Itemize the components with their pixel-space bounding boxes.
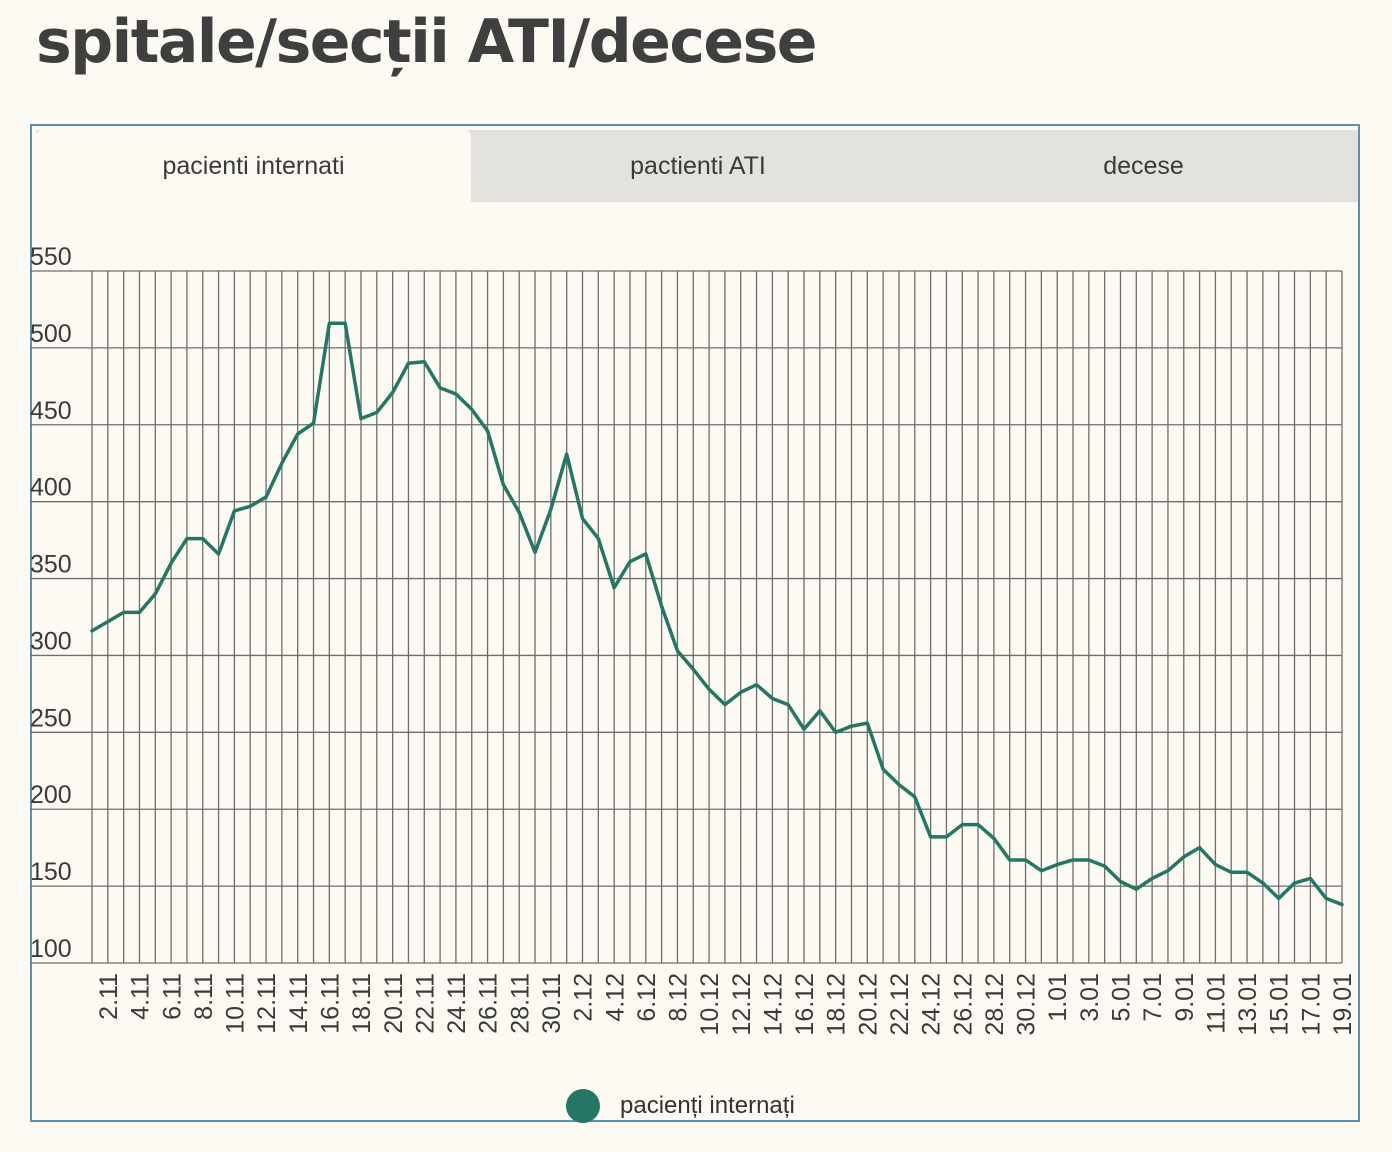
legend-marker bbox=[566, 1089, 600, 1123]
x-tick-label: 7.01 bbox=[1139, 973, 1167, 1022]
tab-pacienti-internati[interactable]: pacienti internati bbox=[36, 130, 471, 202]
y-tick-label: 400 bbox=[30, 474, 72, 502]
x-tick-label: 16.12 bbox=[791, 973, 819, 1036]
chart-legend[interactable]: pacienți internați bbox=[566, 1089, 795, 1123]
x-tick-label: 6.12 bbox=[633, 973, 661, 1022]
x-tick-label: 2.12 bbox=[570, 973, 598, 1022]
x-tick-label: 10.11 bbox=[222, 973, 250, 1034]
y-tick-label: 250 bbox=[30, 704, 72, 732]
x-tick-label: 18.12 bbox=[823, 973, 851, 1036]
x-tick-label: 11.01 bbox=[1202, 973, 1230, 1034]
x-tick-label: 17.01 bbox=[1297, 973, 1325, 1036]
y-tick-label: 500 bbox=[30, 320, 72, 348]
x-tick-label: 13.01 bbox=[1234, 973, 1262, 1036]
x-tick-label: 1.01 bbox=[1044, 973, 1072, 1022]
x-tick-label: 28.12 bbox=[981, 973, 1009, 1036]
tab-label: pactienti ATI bbox=[630, 151, 766, 180]
x-tick-label: 30.11 bbox=[538, 973, 566, 1034]
x-tick-label: 12.12 bbox=[728, 973, 756, 1036]
y-tick-label: 550 bbox=[30, 243, 72, 271]
x-tick-label: 12.11 bbox=[253, 973, 281, 1034]
x-tick-label: 4.12 bbox=[601, 973, 629, 1022]
y-tick-label: 450 bbox=[30, 397, 72, 425]
series-line-pacienti-internati bbox=[90, 321, 1344, 907]
tab-label: decese bbox=[1103, 151, 1184, 180]
x-tick-label: 20.11 bbox=[380, 973, 408, 1034]
chart-panel: pacienti internati pactienti ATI decese bbox=[30, 124, 1360, 1122]
x-tick-label: 8.11 bbox=[190, 973, 218, 1020]
y-tick-label: 100 bbox=[30, 935, 72, 963]
x-tick-label: 9.01 bbox=[1171, 973, 1199, 1022]
legend-label: pacienți internați bbox=[620, 1092, 795, 1119]
y-tick-label: 200 bbox=[30, 781, 72, 809]
x-tick-label: 26.11 bbox=[475, 973, 503, 1034]
x-tick-label: 4.11 bbox=[127, 973, 155, 1020]
x-tick-label: 30.12 bbox=[1013, 973, 1041, 1036]
x-tick-label: 3.01 bbox=[1076, 973, 1104, 1022]
x-tick-label: 6.11 bbox=[158, 973, 186, 1020]
x-tick-label: 14.11 bbox=[285, 973, 313, 1034]
tab-bar: pacienti internati pactienti ATI decese bbox=[36, 130, 1358, 202]
x-tick-label: 2.11 bbox=[95, 973, 123, 1020]
page-title: spitale/secții ATI/decese bbox=[36, 7, 818, 77]
tab-decese[interactable]: decese bbox=[925, 130, 1362, 202]
x-tick-label: 22.11 bbox=[411, 973, 439, 1034]
x-tick-label: 24.11 bbox=[443, 973, 471, 1034]
x-tick-label: 18.11 bbox=[348, 973, 376, 1034]
x-tick-label: 24.12 bbox=[918, 973, 946, 1036]
x-tick-label: 14.12 bbox=[759, 973, 787, 1036]
x-tick-label: 28.11 bbox=[506, 973, 534, 1034]
x-tick-label: 15.01 bbox=[1266, 973, 1294, 1036]
y-tick-label: 300 bbox=[30, 627, 72, 655]
x-tick-label: 10.12 bbox=[696, 973, 724, 1036]
tab-label: pacienti internati bbox=[162, 151, 345, 180]
x-tick-label: 16.11 bbox=[316, 973, 344, 1034]
x-tick-label: 20.12 bbox=[854, 973, 882, 1036]
x-tick-label: 22.12 bbox=[886, 973, 914, 1036]
y-tick-label: 350 bbox=[30, 551, 72, 579]
x-tick-label: 8.12 bbox=[665, 973, 693, 1022]
y-tick-label: 150 bbox=[30, 858, 72, 886]
x-tick-label: 26.12 bbox=[949, 973, 977, 1036]
tab-pacienti-ati[interactable]: pactienti ATI bbox=[471, 130, 925, 202]
x-tick-label: 5.01 bbox=[1108, 973, 1136, 1022]
x-tick-label: 19.01 bbox=[1329, 973, 1357, 1036]
